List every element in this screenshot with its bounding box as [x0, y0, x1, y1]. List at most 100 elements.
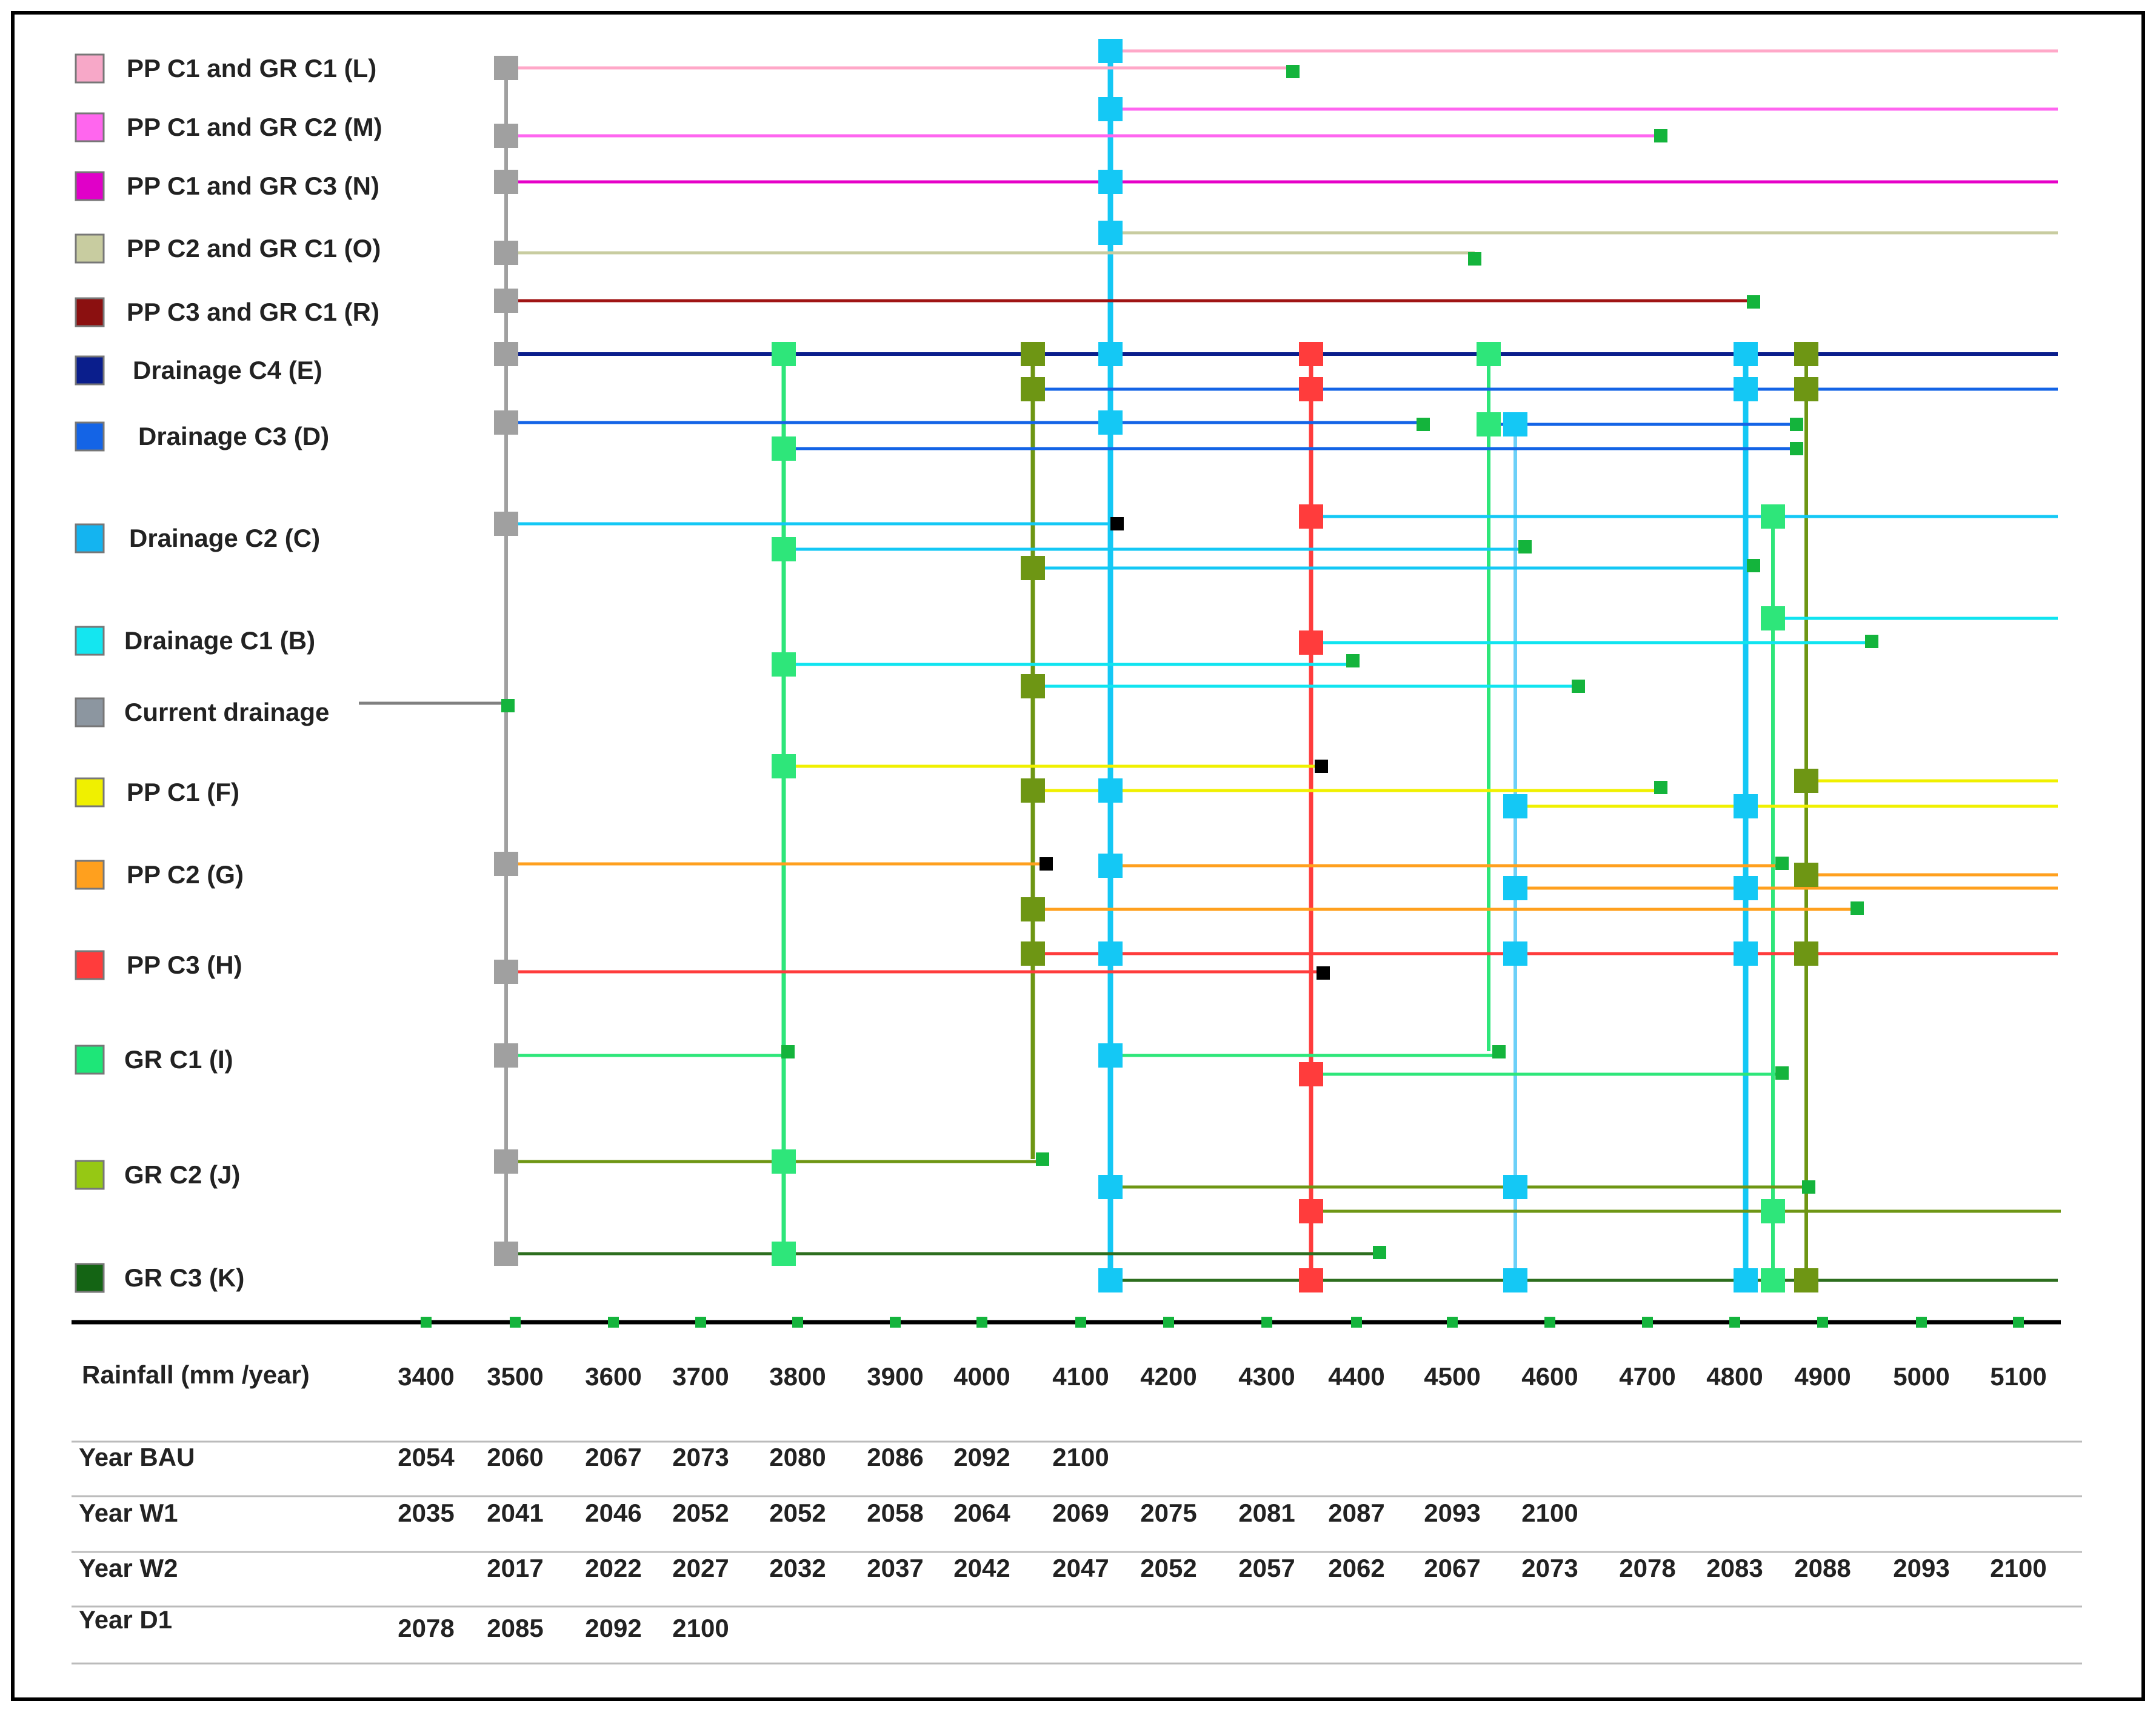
table-cell: 2088: [1794, 1554, 1851, 1582]
table-cell: 2093: [1424, 1499, 1480, 1527]
axis-tick-4800: [1729, 1317, 1740, 1328]
table-cell: 2100: [672, 1614, 729, 1642]
axis-tick-4100: [1075, 1317, 1086, 1328]
legend-label-pp-c1-and-gr-c1-l: PP C1 and GR C1 (L): [127, 54, 376, 82]
transfer-station: [1021, 778, 1045, 803]
table-cell: 2069: [1052, 1499, 1109, 1527]
legend-label-drainage-c1-b: Drainage C1 (B): [124, 626, 315, 655]
transfer-station: [1734, 342, 1758, 366]
transfer-station: [772, 342, 796, 366]
legend-swatch-pp-c1-and-gr-c1-l: [75, 53, 105, 84]
table-cell: 2052: [769, 1499, 826, 1527]
transfer-station: [494, 289, 518, 313]
axis-tick-label-4800: 4800: [1706, 1362, 1763, 1391]
transfer-station: [1734, 876, 1758, 900]
transfer-station: [494, 124, 518, 148]
tipping-point: [1110, 517, 1124, 530]
table-cell: 2054: [398, 1443, 455, 1471]
tipping-point: [1373, 1246, 1386, 1259]
transfer-station: [1734, 794, 1758, 818]
axis-tick-label-4200: 4200: [1140, 1362, 1196, 1391]
transfer-station: [1098, 1268, 1123, 1292]
transfer-station: [1299, 377, 1323, 401]
table-cell: 2052: [672, 1499, 729, 1527]
table-cell: 2046: [585, 1499, 641, 1527]
axis-tick-4200: [1163, 1317, 1174, 1328]
table-row-label-year-w2: Year W2: [79, 1554, 178, 1582]
axis-tick-4700: [1642, 1317, 1653, 1328]
transfer-station: [1098, 170, 1123, 194]
legend-label-drainage-c3-d: Drainage C3 (D): [138, 422, 329, 450]
axis-tick-4400: [1351, 1317, 1362, 1328]
legend-label-pp-c3-and-gr-c1-r: PP C3 and GR C1 (R): [127, 298, 379, 326]
table-cell: 2093: [1893, 1554, 1949, 1582]
table-cell: 2092: [953, 1443, 1010, 1471]
transfer-station: [1098, 854, 1123, 878]
axis-tick-4600: [1544, 1317, 1555, 1328]
table-cell: 2062: [1328, 1554, 1384, 1582]
transfer-station: [1021, 674, 1045, 698]
table-row-label-year-w1: Year W1: [79, 1499, 178, 1527]
legend-swatch-pp-c2-and-gr-c1-o: [75, 233, 105, 264]
transfer-station: [1098, 342, 1123, 366]
transfer-station: [494, 170, 518, 194]
table-cell: 2083: [1706, 1554, 1763, 1582]
table-cell: 2058: [867, 1499, 923, 1527]
table-cell: 2073: [672, 1443, 729, 1471]
transfer-station: [1098, 39, 1123, 63]
axis-tick-label-3700: 3700: [672, 1362, 729, 1391]
table-cell: 2064: [953, 1499, 1010, 1527]
transfer-station: [1021, 556, 1045, 580]
tipping-point: [1747, 559, 1760, 572]
axis-tick-label-5100: 5100: [1990, 1362, 2046, 1391]
tipping-point: [1775, 857, 1789, 870]
tipping-point: [1802, 1180, 1815, 1194]
legend-label-pp-c3-h: PP C3 (H): [127, 951, 242, 979]
table-row-label-year-bau: Year BAU: [79, 1443, 195, 1471]
axis-tick-3400: [421, 1317, 432, 1328]
axis-tick-label-3900: 3900: [867, 1362, 923, 1391]
legend-swatch-gr-c3-k: [75, 1263, 105, 1293]
transfer-nodes: [494, 39, 1878, 1292]
axis-tick-4000: [976, 1317, 987, 1328]
table-cell: 2075: [1140, 1499, 1196, 1527]
transfer-station: [1761, 606, 1785, 630]
table-cell: 2078: [1619, 1554, 1675, 1582]
legend-label-pp-c1-and-gr-c2-m: PP C1 and GR C2 (M): [127, 113, 382, 141]
axis-label: Rainfall (mm /year): [82, 1360, 310, 1389]
table-cell: 2035: [398, 1499, 454, 1527]
transfer-station: [494, 342, 518, 366]
transfer-station: [1761, 504, 1785, 529]
transfer-station: [1098, 221, 1123, 245]
axis-tick-3500: [510, 1317, 521, 1328]
legend-label-current-drainage: Current drainage: [124, 698, 329, 726]
axis-tick-label-4400: 4400: [1328, 1362, 1384, 1391]
legend-swatch-pp-c3-and-gr-c1-r: [75, 297, 105, 327]
legend-label-pp-c2-and-gr-c1-o: PP C2 and GR C1 (O): [127, 234, 381, 262]
tipping-point: [1315, 760, 1328, 773]
tipping-point: [1790, 442, 1803, 455]
table-cell: 2092: [585, 1614, 641, 1642]
axis-tick-5100: [2013, 1317, 2024, 1328]
legend-swatch-gr-c1-i: [75, 1045, 105, 1075]
table-cell: 2027: [672, 1554, 729, 1582]
table-cell: 2081: [1238, 1499, 1295, 1527]
tipping-point: [1040, 857, 1053, 871]
table-cell: 2087: [1328, 1499, 1384, 1527]
transfer-station: [1299, 342, 1323, 366]
tipping-point: [1790, 418, 1803, 431]
table-cell: 2100: [1521, 1499, 1578, 1527]
transfer-station: [1477, 342, 1501, 366]
transfer-station: [494, 1043, 518, 1068]
table-cell: 2022: [585, 1554, 641, 1582]
table-cell: 2041: [487, 1499, 543, 1527]
legend-label-gr-c1-i: GR C1 (I): [124, 1045, 233, 1074]
table-cell: 2060: [487, 1443, 543, 1471]
table-cell: 2017: [487, 1554, 543, 1582]
tipping-point: [1346, 654, 1360, 667]
table-row-label-year-d1: Year D1: [79, 1605, 172, 1634]
transfer-station: [1299, 1199, 1323, 1223]
tipping-point: [1775, 1066, 1789, 1080]
table-cell: 2086: [867, 1443, 923, 1471]
